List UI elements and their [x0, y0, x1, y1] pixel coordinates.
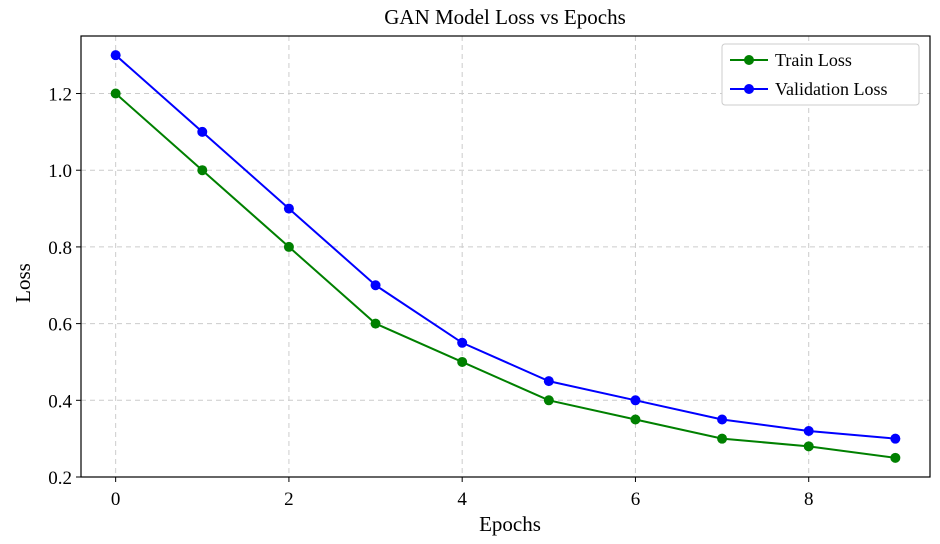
chart-title: GAN Model Loss vs Epochs	[384, 5, 626, 29]
validation-loss-point	[544, 376, 554, 386]
x-tick-label: 4	[457, 489, 467, 510]
validation-loss-point	[804, 426, 814, 436]
x-tick-label: 8	[804, 489, 814, 510]
y-tick-label: 1.2	[48, 85, 72, 106]
y-tick-label: 0.2	[48, 468, 72, 489]
train-loss-point	[890, 453, 900, 463]
x-tick-label: 2	[284, 489, 294, 510]
train-loss-point	[371, 319, 381, 329]
series-group	[111, 50, 901, 463]
validation-loss-point	[457, 338, 467, 348]
train-loss-point	[717, 434, 727, 444]
y-tick-label: 0.4	[48, 391, 72, 412]
train-loss-point	[111, 89, 121, 99]
y-tick-label: 0.6	[48, 315, 72, 336]
train-loss-legend-label: Train Loss	[775, 50, 852, 70]
train-loss-point	[630, 414, 640, 424]
validation-loss-point	[371, 280, 381, 290]
train-loss-legend-marker	[744, 55, 754, 65]
train-loss-point	[197, 165, 207, 175]
validation-loss-point	[717, 414, 727, 424]
axis-ticks: 0 2 4 6 8 0.2 0.4 0.6 0.8 1.0 1.2	[48, 85, 813, 510]
y-axis-label: Loss	[11, 263, 35, 303]
validation-loss-point	[197, 127, 207, 137]
validation-loss-point	[284, 204, 294, 214]
train-loss-point	[457, 357, 467, 367]
legend: Train Loss Validation Loss	[722, 44, 919, 105]
train-loss-point	[544, 395, 554, 405]
x-tick-label: 6	[631, 489, 641, 510]
train-loss-point	[804, 441, 814, 451]
train-loss-line	[116, 94, 896, 458]
validation-loss-legend-label: Validation Loss	[775, 79, 888, 99]
train-loss-point	[284, 242, 294, 252]
y-tick-label: 0.8	[48, 238, 72, 259]
validation-loss-point	[630, 395, 640, 405]
y-tick-label: 1.0	[48, 161, 72, 182]
validation-loss-legend-marker	[744, 84, 754, 94]
validation-loss-point	[890, 434, 900, 444]
x-tick-label: 0	[111, 489, 121, 510]
validation-loss-point	[111, 50, 121, 60]
x-axis-label: Epochs	[479, 512, 541, 536]
